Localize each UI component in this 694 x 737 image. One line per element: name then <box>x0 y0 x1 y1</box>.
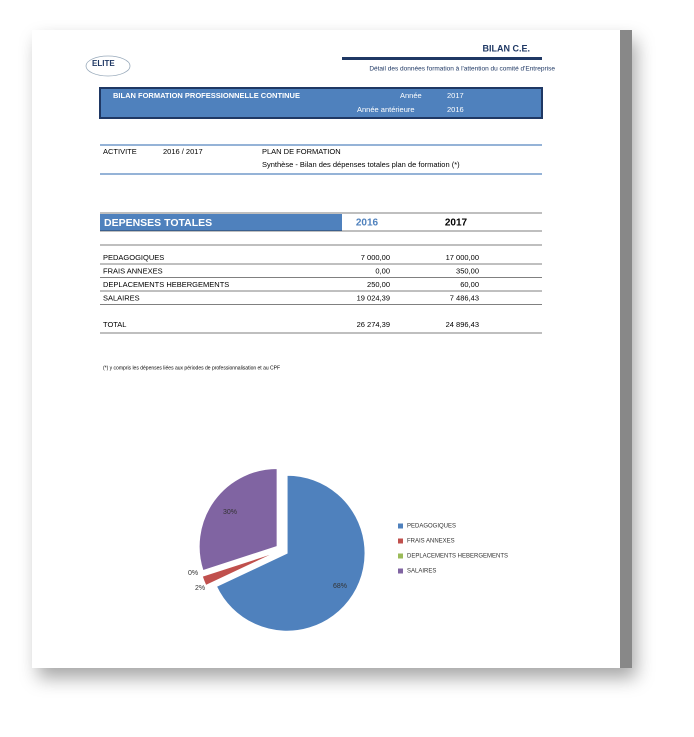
slice-label: 0% <box>188 570 198 577</box>
rule <box>100 144 542 146</box>
row-label: SALAIRES <box>103 293 140 302</box>
logo: ELITE <box>92 59 115 68</box>
pie-slice <box>198 467 278 572</box>
total-value: 26 274,39 <box>357 320 390 329</box>
table-header: 2016 <box>356 218 379 229</box>
sheet-edge <box>620 30 632 668</box>
row-value: 7 486,43 <box>450 293 479 302</box>
slice-label: 68% <box>333 583 347 590</box>
slice-label: 2% <box>195 585 205 592</box>
legend-swatch <box>398 538 403 544</box>
banner-label: Année antérieure <box>357 105 415 114</box>
banner-value: 2017 <box>447 91 464 100</box>
legend-label: DEPLACEMENTS HEBERGEMENTS <box>407 554 508 560</box>
legend-label: SALAIRES <box>407 569 436 575</box>
legend-label: FRAIS ANNEXES <box>407 539 455 545</box>
title: BILAN C.E. <box>482 43 530 53</box>
title-rule <box>342 57 542 60</box>
row-value: 17 000,00 <box>446 253 479 262</box>
row-value: 19 024,39 <box>357 293 390 302</box>
banner-label: Année <box>400 91 422 100</box>
row-value: 350,00 <box>456 266 479 275</box>
footnote: (*) y compris les dépenses liées aux pér… <box>103 365 280 371</box>
activity-plan: PLAN DE FORMATION <box>262 147 341 156</box>
logo-ring <box>85 55 131 77</box>
legend-swatch <box>398 568 403 574</box>
subtitle: Détail des données formation à l'attenti… <box>369 66 555 73</box>
table-body: PEDAGOGIQUES 7 000,00 17 000,00 FRAIS ANNEX… <box>100 253 542 305</box>
row-value: 250,00 <box>367 280 390 289</box>
activity-period: 2016 / 2017 <box>163 147 203 156</box>
rule <box>100 173 542 175</box>
legend-swatch <box>398 553 403 559</box>
slice-label: 30% <box>223 509 237 516</box>
total-label: TOTAL <box>103 320 126 329</box>
table-header: 2017 <box>445 218 468 229</box>
row-label: PEDAGOGIQUES <box>103 253 164 262</box>
total-value: 24 896,43 <box>446 320 479 329</box>
banner-value: 2016 <box>447 105 464 114</box>
table-header: DEPENSES TOTALES <box>104 217 212 229</box>
pie-chart: 68% PEDAGOGIQUES 2% FRAIS ANNEXES 0% DEPLACEM… <box>188 467 508 632</box>
row-label: DEPLACEMENTS HEBERGEMENTS <box>103 280 229 289</box>
activity-label: ACTIVITE <box>103 147 137 156</box>
legend-swatch <box>398 523 403 529</box>
banner <box>99 87 543 119</box>
row-label: FRAIS ANNEXES <box>103 266 163 275</box>
header-cell <box>100 214 342 231</box>
pie-slice <box>215 474 366 632</box>
activity-description: Synthèse - Bilan des dépenses totales pl… <box>262 160 460 169</box>
row-value: 0,00 <box>375 266 390 275</box>
row-value: 60,00 <box>460 280 479 289</box>
banner-title: BILAN FORMATION PROFESSIONNELLE CONTINUE <box>113 91 300 100</box>
row-value: 7 000,00 <box>361 253 390 262</box>
legend-label: PEDAGOGIQUES <box>407 524 456 530</box>
